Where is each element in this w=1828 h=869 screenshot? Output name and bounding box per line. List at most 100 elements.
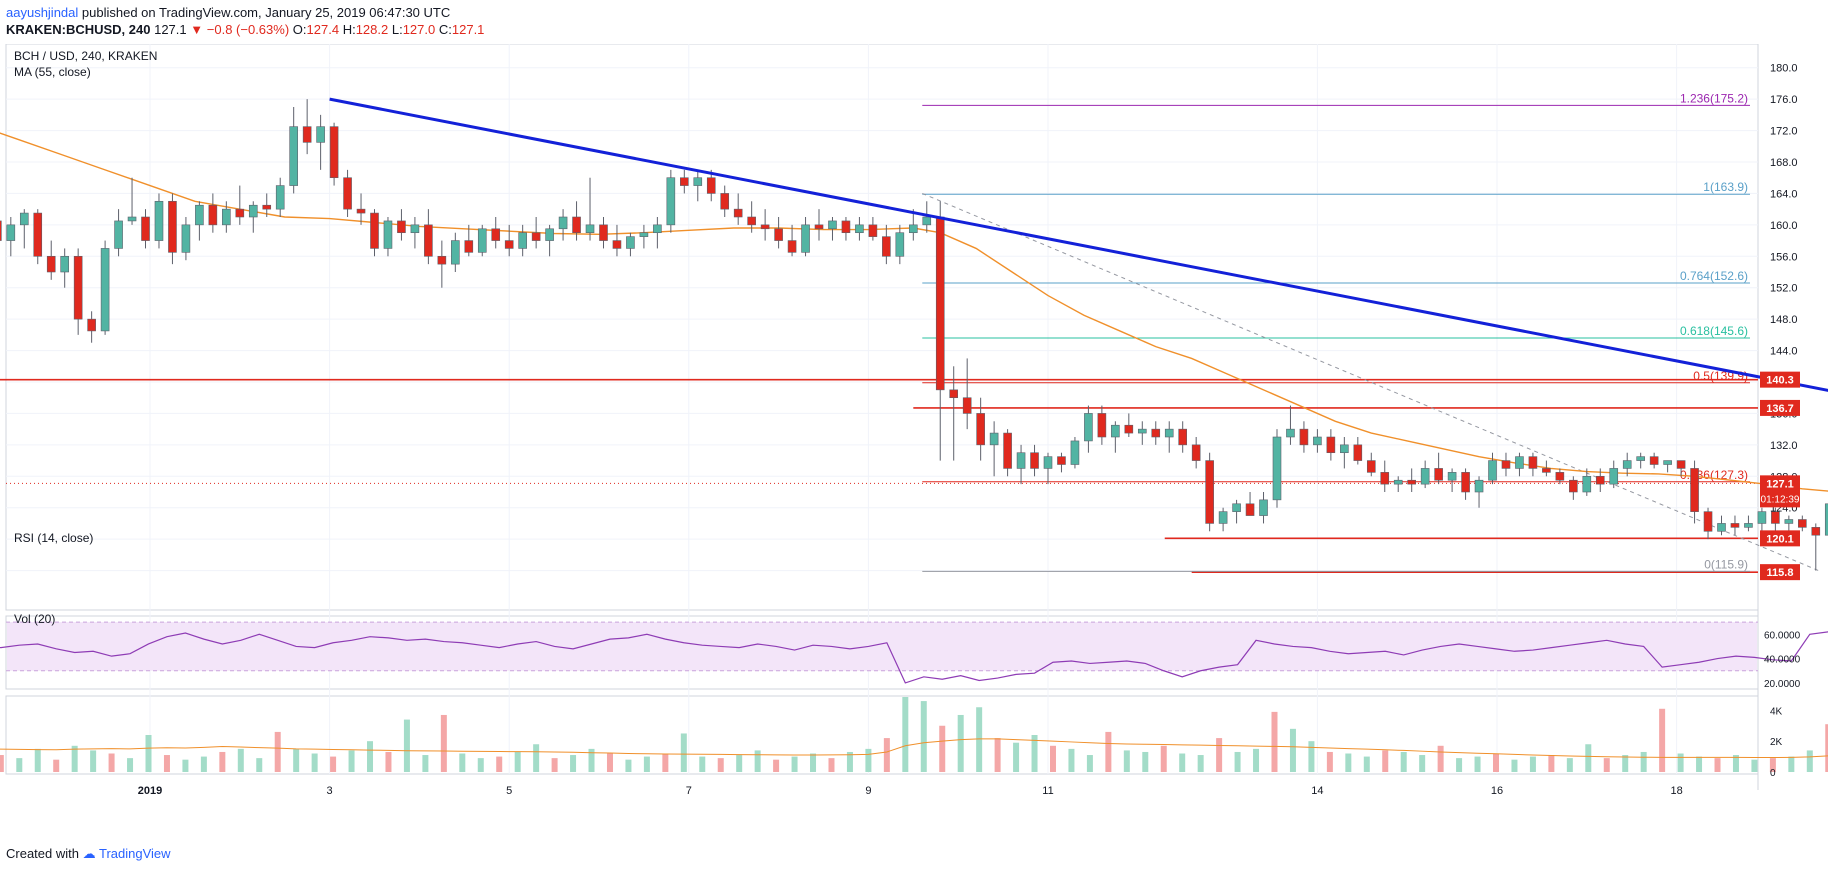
candle[interactable] [1690, 460, 1699, 524]
candle[interactable] [585, 177, 595, 241]
candle[interactable] [0, 209, 2, 248]
candle[interactable] [1542, 460, 1551, 477]
candle[interactable] [154, 193, 164, 249]
volume-pane[interactable] [0, 697, 1828, 772]
candle[interactable] [1003, 429, 1012, 477]
candle[interactable] [289, 107, 298, 194]
candle[interactable] [1393, 476, 1403, 492]
candle[interactable] [1366, 452, 1376, 477]
candle[interactable] [693, 169, 703, 202]
candle[interactable] [1811, 523, 1821, 571]
price-axis[interactable]: 116.0120.0124.0128.0132.0136.0140.0144.0… [1760, 63, 1801, 779]
candle[interactable] [1097, 405, 1107, 445]
candle[interactable] [302, 99, 312, 155]
candle[interactable] [1609, 460, 1619, 489]
candle[interactable] [1111, 421, 1120, 453]
candle[interactable] [922, 201, 932, 233]
candle[interactable] [1178, 421, 1187, 453]
candle[interactable] [1016, 444, 1026, 485]
candle[interactable] [329, 122, 339, 186]
rsi-pane[interactable] [0, 621, 1828, 684]
candle[interactable] [1043, 452, 1053, 485]
candle[interactable] [33, 209, 43, 265]
candle[interactable] [962, 358, 972, 430]
candle[interactable] [248, 201, 258, 233]
candle[interactable] [451, 232, 460, 272]
candle[interactable] [1030, 444, 1039, 477]
candle[interactable] [1461, 468, 1470, 500]
time-axis[interactable]: 3020193579111416182123252830Feb46 [0, 785, 1828, 797]
candle[interactable] [1326, 429, 1336, 461]
candle[interactable] [114, 209, 123, 257]
candle[interactable] [222, 201, 231, 233]
candle[interactable] [1622, 452, 1632, 477]
candle[interactable] [1137, 421, 1147, 445]
candle[interactable] [181, 217, 191, 261]
candle[interactable] [774, 217, 783, 249]
candle[interactable] [1717, 515, 1726, 536]
candle[interactable] [680, 169, 689, 194]
candle[interactable] [1649, 452, 1659, 469]
candle[interactable] [1434, 452, 1443, 485]
candle[interactable] [989, 421, 999, 477]
candle[interactable] [976, 397, 985, 461]
candle[interactable] [935, 201, 945, 461]
candle[interactable] [370, 209, 379, 257]
candle[interactable] [1771, 507, 1780, 532]
candle[interactable] [1259, 492, 1268, 524]
candle[interactable] [855, 217, 864, 241]
candle[interactable] [464, 224, 474, 257]
candle[interactable] [1501, 452, 1511, 477]
candle[interactable] [1555, 468, 1565, 485]
candle[interactable] [1744, 515, 1753, 532]
price-pane[interactable]: 1.236(175.2) 1(163.9) 0.764(152.6) 0.618(14… [0, 76, 1828, 573]
candle[interactable] [653, 217, 662, 249]
candle[interactable] [841, 217, 851, 241]
candle[interactable] [208, 193, 218, 233]
candle[interactable] [195, 201, 204, 241]
candle[interactable] [1164, 421, 1174, 453]
candle[interactable] [1569, 476, 1578, 500]
candle[interactable] [1663, 460, 1672, 473]
candle[interactable] [477, 224, 487, 257]
candle[interactable] [87, 311, 96, 343]
candle[interactable] [1057, 452, 1066, 473]
candle[interactable] [733, 193, 743, 225]
candle[interactable] [706, 169, 716, 202]
candle[interactable] [639, 224, 649, 249]
candle[interactable] [1784, 515, 1794, 532]
candle[interactable] [1595, 468, 1605, 492]
candle[interactable] [747, 201, 756, 233]
candle[interactable] [1798, 515, 1807, 532]
candle[interactable] [6, 217, 16, 257]
candle[interactable] [1730, 515, 1740, 536]
candle[interactable] [100, 240, 110, 335]
candle[interactable] [1474, 476, 1484, 508]
candle[interactable] [531, 217, 541, 249]
candle[interactable] [1380, 460, 1390, 492]
candle[interactable] [19, 209, 29, 249]
candle[interactable] [1676, 460, 1686, 477]
author-link[interactable]: aayushjindal [6, 5, 79, 20]
candle[interactable] [491, 217, 501, 249]
candle[interactable] [545, 224, 554, 257]
candle[interactable] [868, 217, 878, 241]
candle[interactable] [235, 185, 245, 225]
candle[interactable] [1232, 499, 1241, 524]
candle[interactable] [1420, 460, 1430, 489]
candle[interactable] [410, 217, 420, 249]
candle[interactable] [1582, 468, 1592, 496]
candle[interactable] [1084, 405, 1093, 453]
candle[interactable] [882, 224, 891, 265]
candle[interactable] [1272, 429, 1282, 508]
candle[interactable] [1218, 507, 1228, 532]
candle[interactable] [1205, 452, 1214, 532]
candle[interactable] [1313, 429, 1322, 453]
candle[interactable] [1124, 413, 1134, 437]
candle[interactable] [1353, 437, 1363, 465]
candle[interactable] [275, 177, 285, 217]
candle[interactable] [720, 185, 730, 217]
candle[interactable] [1191, 437, 1201, 469]
candle[interactable] [60, 248, 69, 288]
candle[interactable] [814, 209, 824, 241]
